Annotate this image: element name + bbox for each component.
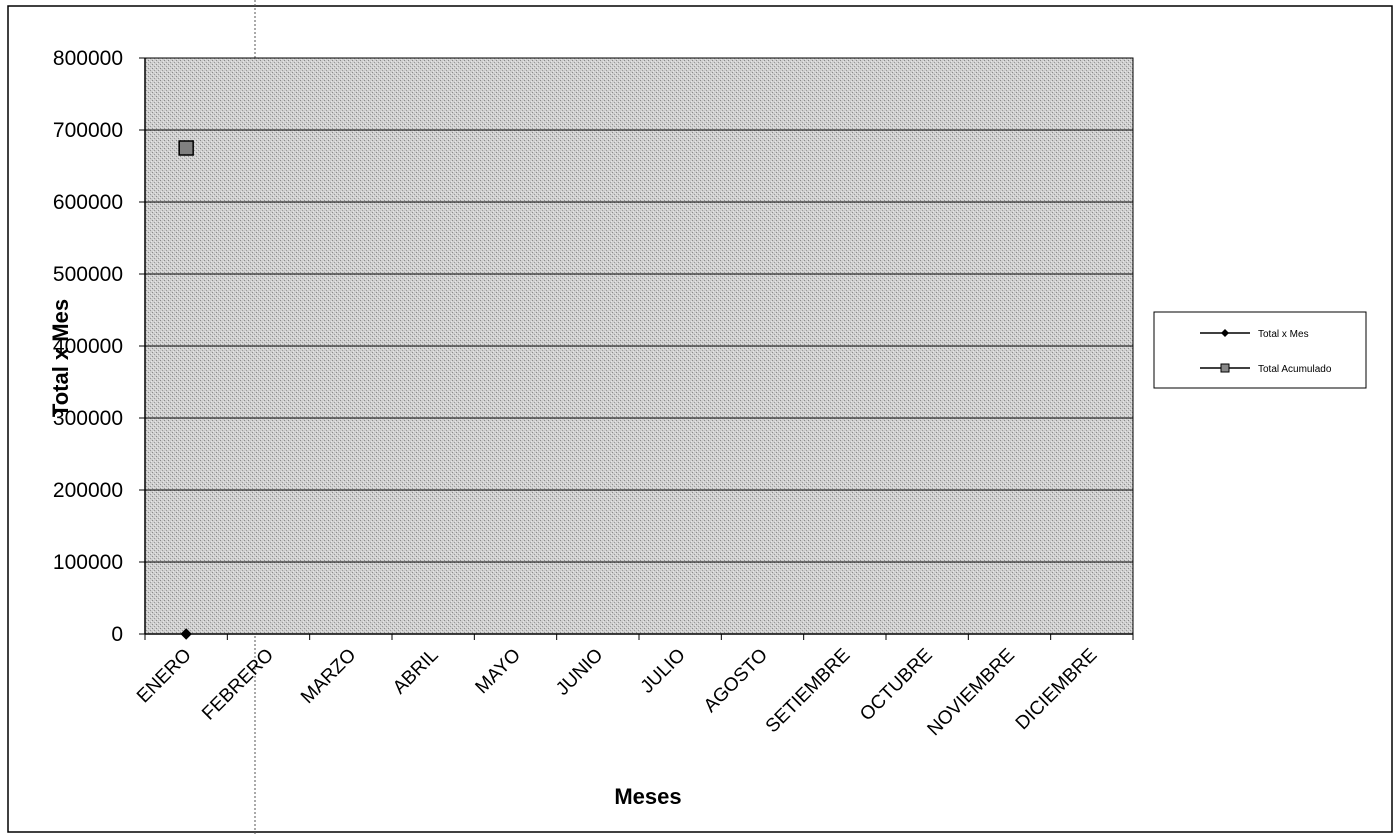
x-tick-label: JULIO [637, 645, 690, 698]
x-tick-label: JUNIO [552, 645, 607, 700]
legend-box [1153, 311, 1367, 389]
y-tick-label: 700000 [53, 119, 123, 142]
y-tick-label: 300000 [53, 407, 123, 430]
legend-label-total-x-mes: Total x Mes [1258, 329, 1309, 340]
x-tick-label: ENERO [133, 645, 196, 708]
x-tick-label: SETIEMBRE [762, 645, 854, 737]
x-tick-label: MARZO [297, 645, 360, 708]
y-tick-label: 500000 [53, 263, 123, 286]
series [178, 140, 194, 640]
gridlines [145, 57, 1133, 563]
x-axis-title: Meses [614, 784, 681, 809]
legend-square-marker [1220, 363, 1230, 373]
legend: Total x Mes Total Acumulado [1153, 311, 1367, 389]
x-tick-label: NOVIEMBRE [924, 645, 1019, 740]
y-axis-title: Total x Mes [48, 299, 73, 417]
y-tick-label: 0 [111, 623, 123, 646]
x-tick-label: DICIEMBRE [1012, 645, 1102, 735]
legend-item-total-x-mes: Total x Mes [1200, 329, 1309, 340]
x-tick-label: MAYO [472, 645, 525, 698]
x-tick-label: OCTUBRE [856, 645, 937, 726]
y-tick-label: 100000 [53, 551, 123, 574]
x-tick-label: ABRIL [389, 645, 443, 699]
y-tick-label: 200000 [53, 479, 123, 502]
legend-item-total-acumulado: Total Acumulado [1200, 363, 1332, 375]
data-point-total-acumulado [178, 140, 194, 156]
chart-border [7, 5, 1393, 833]
data-point-total-x-mes [180, 628, 192, 640]
x-tick-label: AGOSTO [700, 645, 772, 717]
y-tick-label: 600000 [53, 191, 123, 214]
legend-diamond-marker [1221, 329, 1229, 337]
legend-label-total-acumulado: Total Acumulado [1258, 364, 1332, 375]
x-tick-label: FEBRERO [198, 645, 278, 725]
y-tick-label: 400000 [53, 335, 123, 358]
y-tick-label: 800000 [53, 47, 123, 70]
